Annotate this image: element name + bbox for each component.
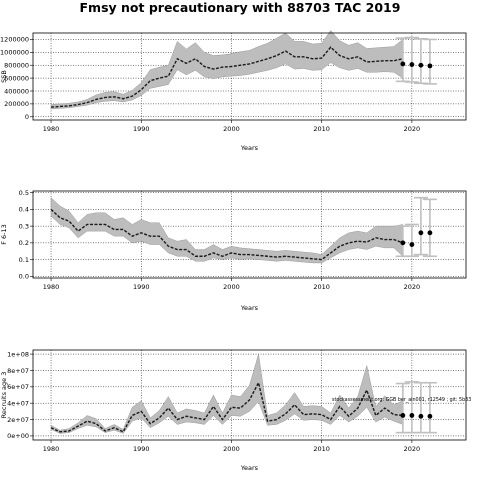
x-tick-label: 2020 [404, 283, 421, 291]
x-tick-label: 2020 [404, 445, 421, 453]
y-tick-label: 1e+08 [7, 350, 29, 358]
forecast-point [418, 230, 424, 236]
panel-recruits: 1980 1990 2000 2010 2020 0e+00 2e+07 4e+07 6e+07… [0, 349, 471, 472]
y-tick-label: 0.4 [19, 206, 29, 214]
chart-title: Fmsy not precautionary with 88703 TAC 20… [80, 0, 401, 15]
estimate-line [50, 208, 404, 261]
forecast-point [427, 230, 433, 236]
y-tick-label: 1000000 [0, 49, 29, 57]
panel-fbar: 1980 1990 2000 2010 2020 0.0 0.1 0.2 0.3 0.4 0.5 Ye… [0, 189, 467, 312]
x-tick-label: 1990 [133, 283, 150, 291]
confidence-band [50, 354, 404, 434]
x-tick-label: 2010 [313, 445, 330, 453]
x-tick-label: 2000 [223, 445, 240, 453]
estimate-line [50, 46, 403, 108]
y-tick-label: 0.0 [19, 273, 29, 281]
panels: 1980 1990 2000 2010 2020 0 200000 400000 600000 8… [0, 30, 471, 472]
forecast-point [418, 413, 424, 419]
y-tick-label: 200000 [4, 100, 29, 108]
y-tick-label: 800000 [4, 62, 29, 70]
confidence-band [50, 30, 404, 110]
y-tick-label: 0.1 [19, 256, 29, 264]
x-tick-label: 1990 [133, 125, 150, 133]
y-tick-label: 8e+07 [7, 367, 29, 375]
x-tick-label: 2020 [404, 125, 421, 133]
x-axis-label: Years [240, 144, 259, 152]
forecast-point [409, 242, 415, 247]
x-tick-label: 1980 [43, 125, 60, 133]
y-tick-label: 0.5 [19, 189, 29, 197]
axes-frame [32, 190, 467, 279]
y-tick-label: 0.3 [19, 222, 29, 230]
y-tick-label: 6e+07 [7, 383, 29, 391]
forecast-point [400, 240, 406, 246]
x-tick-label: 2000 [223, 125, 240, 133]
forecast-point [427, 63, 433, 69]
panel-ssb: 1980 1990 2000 2010 2020 0 200000 400000 600000 8… [0, 30, 467, 152]
y-tick-label: 600000 [4, 74, 29, 82]
y-axis-label: Recruits age 3 [0, 372, 8, 419]
axes-frame [32, 32, 467, 121]
forecast-point [418, 62, 424, 68]
x-tick-label: 2010 [313, 283, 330, 291]
y-tick-label: 2e+07 [7, 416, 29, 424]
y-tick-label: 0 [25, 113, 29, 121]
forecast-point [400, 413, 406, 418]
y-axis-label: F 6-13 [0, 224, 8, 245]
y-tick-label: 4e+07 [7, 399, 29, 407]
axes-frame [32, 349, 467, 441]
x-tick-label: 1990 [133, 445, 150, 453]
estimate-line [50, 380, 403, 433]
x-axis-label: Years [240, 304, 259, 312]
x-tick-label: 2010 [313, 125, 330, 133]
x-axis-label: Years [240, 464, 259, 472]
x-tick-label: 2000 [223, 283, 240, 291]
x-tick-label: 1980 [43, 445, 60, 453]
forecast-point [400, 61, 406, 67]
forecast-point [409, 62, 415, 67]
confidence-band [50, 197, 404, 264]
y-tick-label: 0e+00 [7, 432, 29, 440]
y-tick-label: 0.2 [19, 239, 29, 247]
y-tick-label: 1200000 [0, 36, 29, 44]
source-annotation: stockassessment.org: GGB ber_ain001, r12… [332, 397, 471, 403]
x-tick-label: 1980 [43, 283, 60, 291]
forecast-point [409, 413, 415, 418]
forecast-point [427, 413, 433, 419]
y-tick-label: 400000 [4, 87, 29, 95]
y-axis-label: SSB [0, 70, 8, 83]
